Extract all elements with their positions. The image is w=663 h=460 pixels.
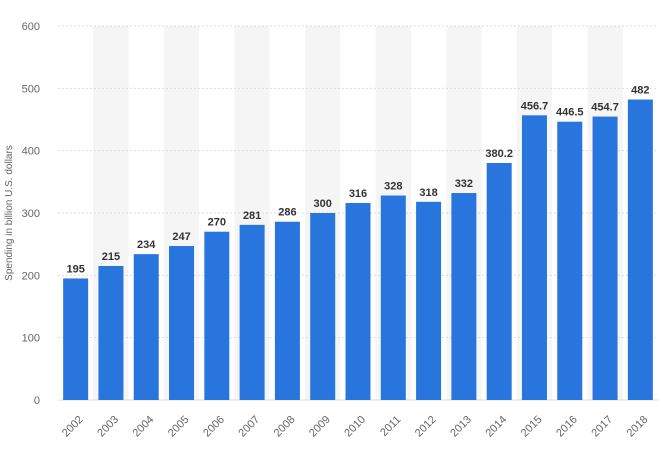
bar bbox=[274, 221, 300, 400]
x-tick-label: 2015 bbox=[519, 414, 545, 440]
data-label: 286 bbox=[278, 207, 296, 219]
x-tick-label: 2016 bbox=[554, 414, 580, 440]
bar bbox=[416, 201, 442, 400]
x-tick-label: 2003 bbox=[95, 414, 121, 440]
y-tick-label: 200 bbox=[22, 270, 40, 282]
data-label: 316 bbox=[349, 188, 367, 200]
y-tick-label: 300 bbox=[22, 208, 40, 220]
bar bbox=[627, 99, 653, 400]
bar bbox=[451, 193, 477, 400]
data-label: 332 bbox=[455, 178, 473, 190]
bar bbox=[133, 254, 159, 400]
x-tick-label: 2006 bbox=[201, 414, 227, 440]
x-tick-label: 2012 bbox=[413, 414, 439, 440]
data-label: 270 bbox=[208, 217, 226, 229]
data-label: 215 bbox=[102, 251, 120, 263]
x-tick-label: 2011 bbox=[378, 414, 403, 439]
data-label: 281 bbox=[243, 210, 261, 222]
bar bbox=[310, 213, 336, 400]
x-tick-label: 2007 bbox=[236, 414, 262, 440]
bar bbox=[98, 265, 124, 400]
data-label: 446.5 bbox=[556, 107, 584, 119]
x-tick-label: 2018 bbox=[625, 414, 651, 440]
x-tick-label: 2017 bbox=[589, 414, 615, 440]
bar bbox=[204, 231, 230, 400]
bar bbox=[63, 278, 89, 400]
bar bbox=[345, 203, 371, 400]
x-tick-label: 2013 bbox=[448, 414, 474, 440]
y-tick-label: 100 bbox=[22, 333, 40, 345]
bar bbox=[169, 246, 195, 400]
x-tick-label: 2005 bbox=[166, 414, 192, 440]
data-label: 318 bbox=[419, 187, 437, 199]
data-label: 380.2 bbox=[485, 148, 513, 160]
bar bbox=[521, 115, 547, 400]
y-tick-label: 400 bbox=[22, 146, 40, 158]
y-tick-label: 600 bbox=[22, 21, 40, 33]
y-axis-title: Spending in billion U.S. dollars bbox=[4, 145, 15, 281]
y-tick-label: 500 bbox=[22, 83, 40, 95]
bar bbox=[592, 116, 618, 400]
x-tick-label: 2002 bbox=[60, 414, 86, 440]
x-tick-label: 2014 bbox=[483, 414, 509, 440]
data-label: 247 bbox=[172, 231, 190, 243]
x-tick-label: 2010 bbox=[342, 414, 368, 440]
bar bbox=[380, 195, 406, 400]
bar bbox=[239, 224, 265, 400]
bar-layer bbox=[63, 99, 653, 400]
bar bbox=[557, 121, 583, 400]
data-label: 454.7 bbox=[591, 102, 619, 114]
x-tick-label: 2004 bbox=[131, 414, 157, 440]
bar bbox=[486, 163, 512, 400]
data-label: 234 bbox=[137, 239, 156, 251]
data-label: 328 bbox=[384, 181, 402, 193]
data-label: 300 bbox=[314, 198, 332, 210]
data-label: 195 bbox=[66, 263, 84, 275]
x-tick-label: 2009 bbox=[307, 414, 333, 440]
data-label: 482 bbox=[631, 85, 649, 97]
y-tick-label: 0 bbox=[34, 395, 40, 407]
x-tick-label: 2008 bbox=[272, 414, 298, 440]
data-label: 456.7 bbox=[521, 100, 549, 112]
